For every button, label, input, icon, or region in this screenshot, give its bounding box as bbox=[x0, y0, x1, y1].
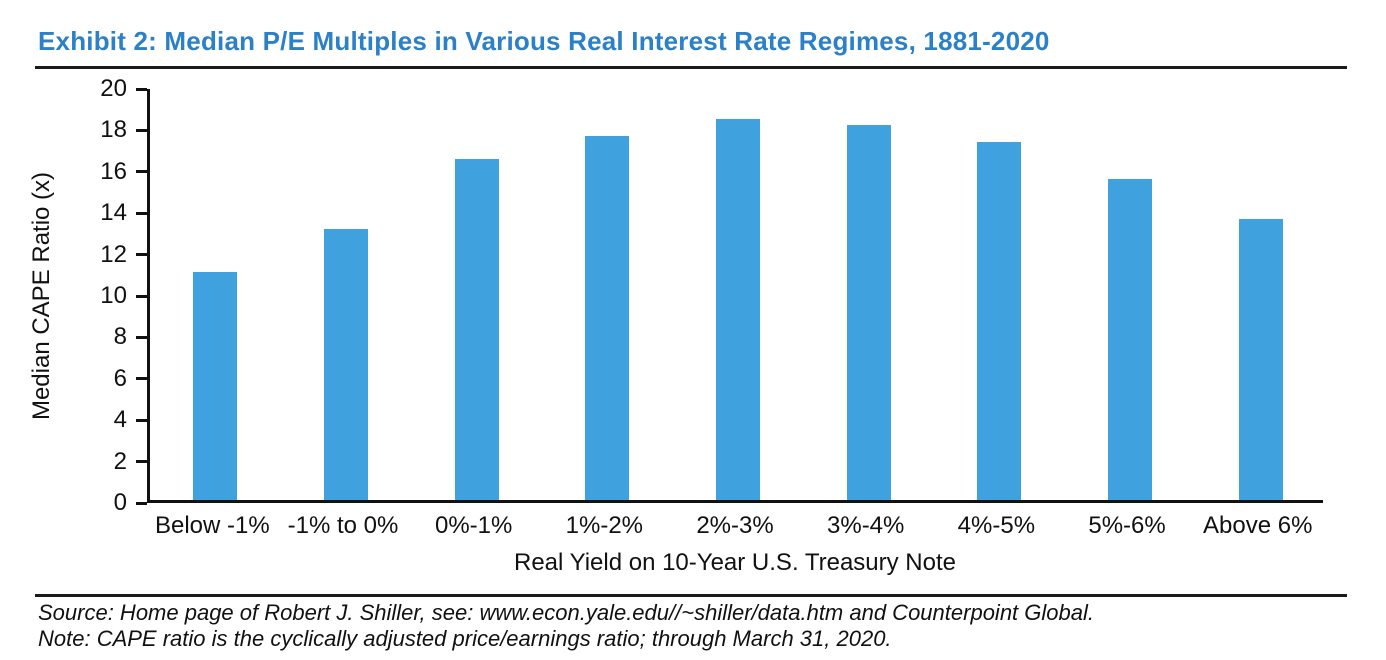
y-tick-mark-12 bbox=[136, 253, 147, 257]
y-tick-mark-20 bbox=[136, 87, 147, 91]
bar-0%-1% bbox=[454, 158, 499, 500]
y-tick-label-12: 12 bbox=[100, 240, 127, 268]
x-tick-label: 0%-1% bbox=[434, 512, 513, 539]
y-tick-mark-14 bbox=[136, 211, 147, 215]
y-tick-label-0: 0 bbox=[113, 489, 127, 516]
bar-1%-2% bbox=[585, 135, 630, 500]
bar-2%-3% bbox=[716, 119, 760, 500]
bar--1% to 0% bbox=[324, 228, 368, 500]
source-text: Source: Home page of Robert J. Shiller, … bbox=[38, 600, 1094, 625]
x-axis-title: Real Yield on 10-Year U.S. Treasury Note bbox=[513, 549, 957, 576]
bar-Above 6% bbox=[1238, 218, 1283, 500]
bar-5%-6% bbox=[1108, 179, 1152, 500]
y-tick-mark-6 bbox=[136, 377, 147, 381]
y-tick-label-18: 18 bbox=[100, 116, 127, 144]
footer-divider-rule bbox=[35, 594, 1347, 597]
x-tick-label: 4%-5% bbox=[957, 512, 1036, 539]
y-tick-label-8: 8 bbox=[113, 323, 127, 351]
y-tick-mark-16 bbox=[136, 170, 147, 174]
chart-title: Exhibit 2: Median P/E Multiples in Vario… bbox=[38, 26, 1050, 56]
x-tick-label: Below -1% bbox=[154, 512, 270, 539]
y-tick-label-20: 20 bbox=[100, 75, 127, 102]
x-tick-label: Above 6% bbox=[1203, 512, 1313, 539]
bar-4%-5% bbox=[977, 141, 1022, 500]
x-tick-label: 2%-3% bbox=[696, 512, 774, 539]
y-tick-label-2: 2 bbox=[113, 447, 127, 475]
y-tick-mark-0 bbox=[136, 501, 147, 505]
y-tick-mark-4 bbox=[136, 418, 147, 422]
x-tick-label: 5%-6% bbox=[1088, 512, 1166, 539]
y-tick-label-4: 4 bbox=[113, 406, 127, 434]
note-text: Note: CAPE ratio is the cyclically adjus… bbox=[38, 626, 892, 651]
bar-3%-4% bbox=[846, 125, 891, 500]
y-tick-mark-10 bbox=[136, 294, 147, 298]
title-divider-rule bbox=[35, 66, 1347, 69]
y-tick-mark-18 bbox=[136, 128, 147, 132]
y-tick-label-16: 16 bbox=[100, 157, 127, 185]
x-tick-label: 1%-2% bbox=[565, 512, 644, 539]
y-tick-mark-8 bbox=[136, 335, 147, 339]
x-axis-tick-labels: Below -1% -1% to 0% 0%-1% 1%-2% 2%-3% 3%-4% 4%… bbox=[147, 512, 1323, 540]
bar-Below -1% bbox=[193, 272, 238, 500]
x-tick-label: 3%-4% bbox=[827, 512, 905, 539]
x-tick-label: -1% to 0% bbox=[287, 512, 399, 539]
y-axis: 0 2 4 6 8 10 12 14 16 18 20 bbox=[0, 75, 147, 516]
y-tick-label-14: 14 bbox=[100, 199, 127, 227]
y-tick-mark-2 bbox=[136, 460, 147, 464]
bar-chart-plot-area bbox=[147, 89, 1323, 503]
y-tick-label-10: 10 bbox=[100, 282, 127, 309]
y-tick-label-6: 6 bbox=[113, 364, 127, 392]
